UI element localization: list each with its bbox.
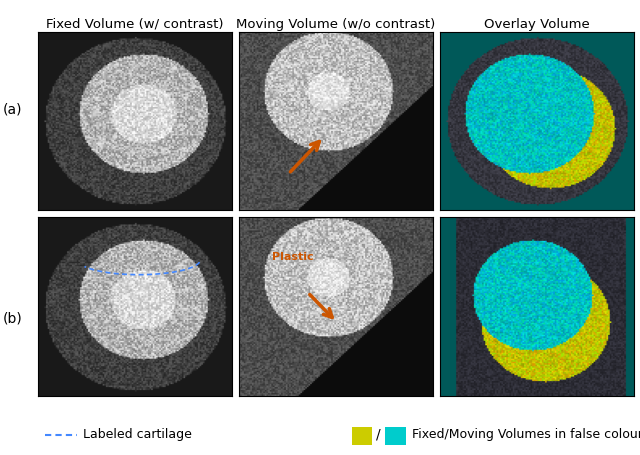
FancyBboxPatch shape <box>352 427 372 445</box>
Title: Fixed Volume (w/ contrast): Fixed Volume (w/ contrast) <box>46 18 224 30</box>
Text: Fixed/Moving Volumes in false colour scale: Fixed/Moving Volumes in false colour sca… <box>412 428 640 441</box>
Title: Moving Volume (w/o contrast): Moving Volume (w/o contrast) <box>236 18 436 30</box>
Text: /: / <box>376 428 380 441</box>
Text: (b): (b) <box>3 312 23 325</box>
Text: Plastic: Plastic <box>273 252 314 262</box>
Text: Labeled cartilage: Labeled cartilage <box>83 428 192 441</box>
Title: Overlay Volume: Overlay Volume <box>484 18 590 30</box>
Text: (a): (a) <box>3 102 22 116</box>
FancyBboxPatch shape <box>385 427 406 445</box>
